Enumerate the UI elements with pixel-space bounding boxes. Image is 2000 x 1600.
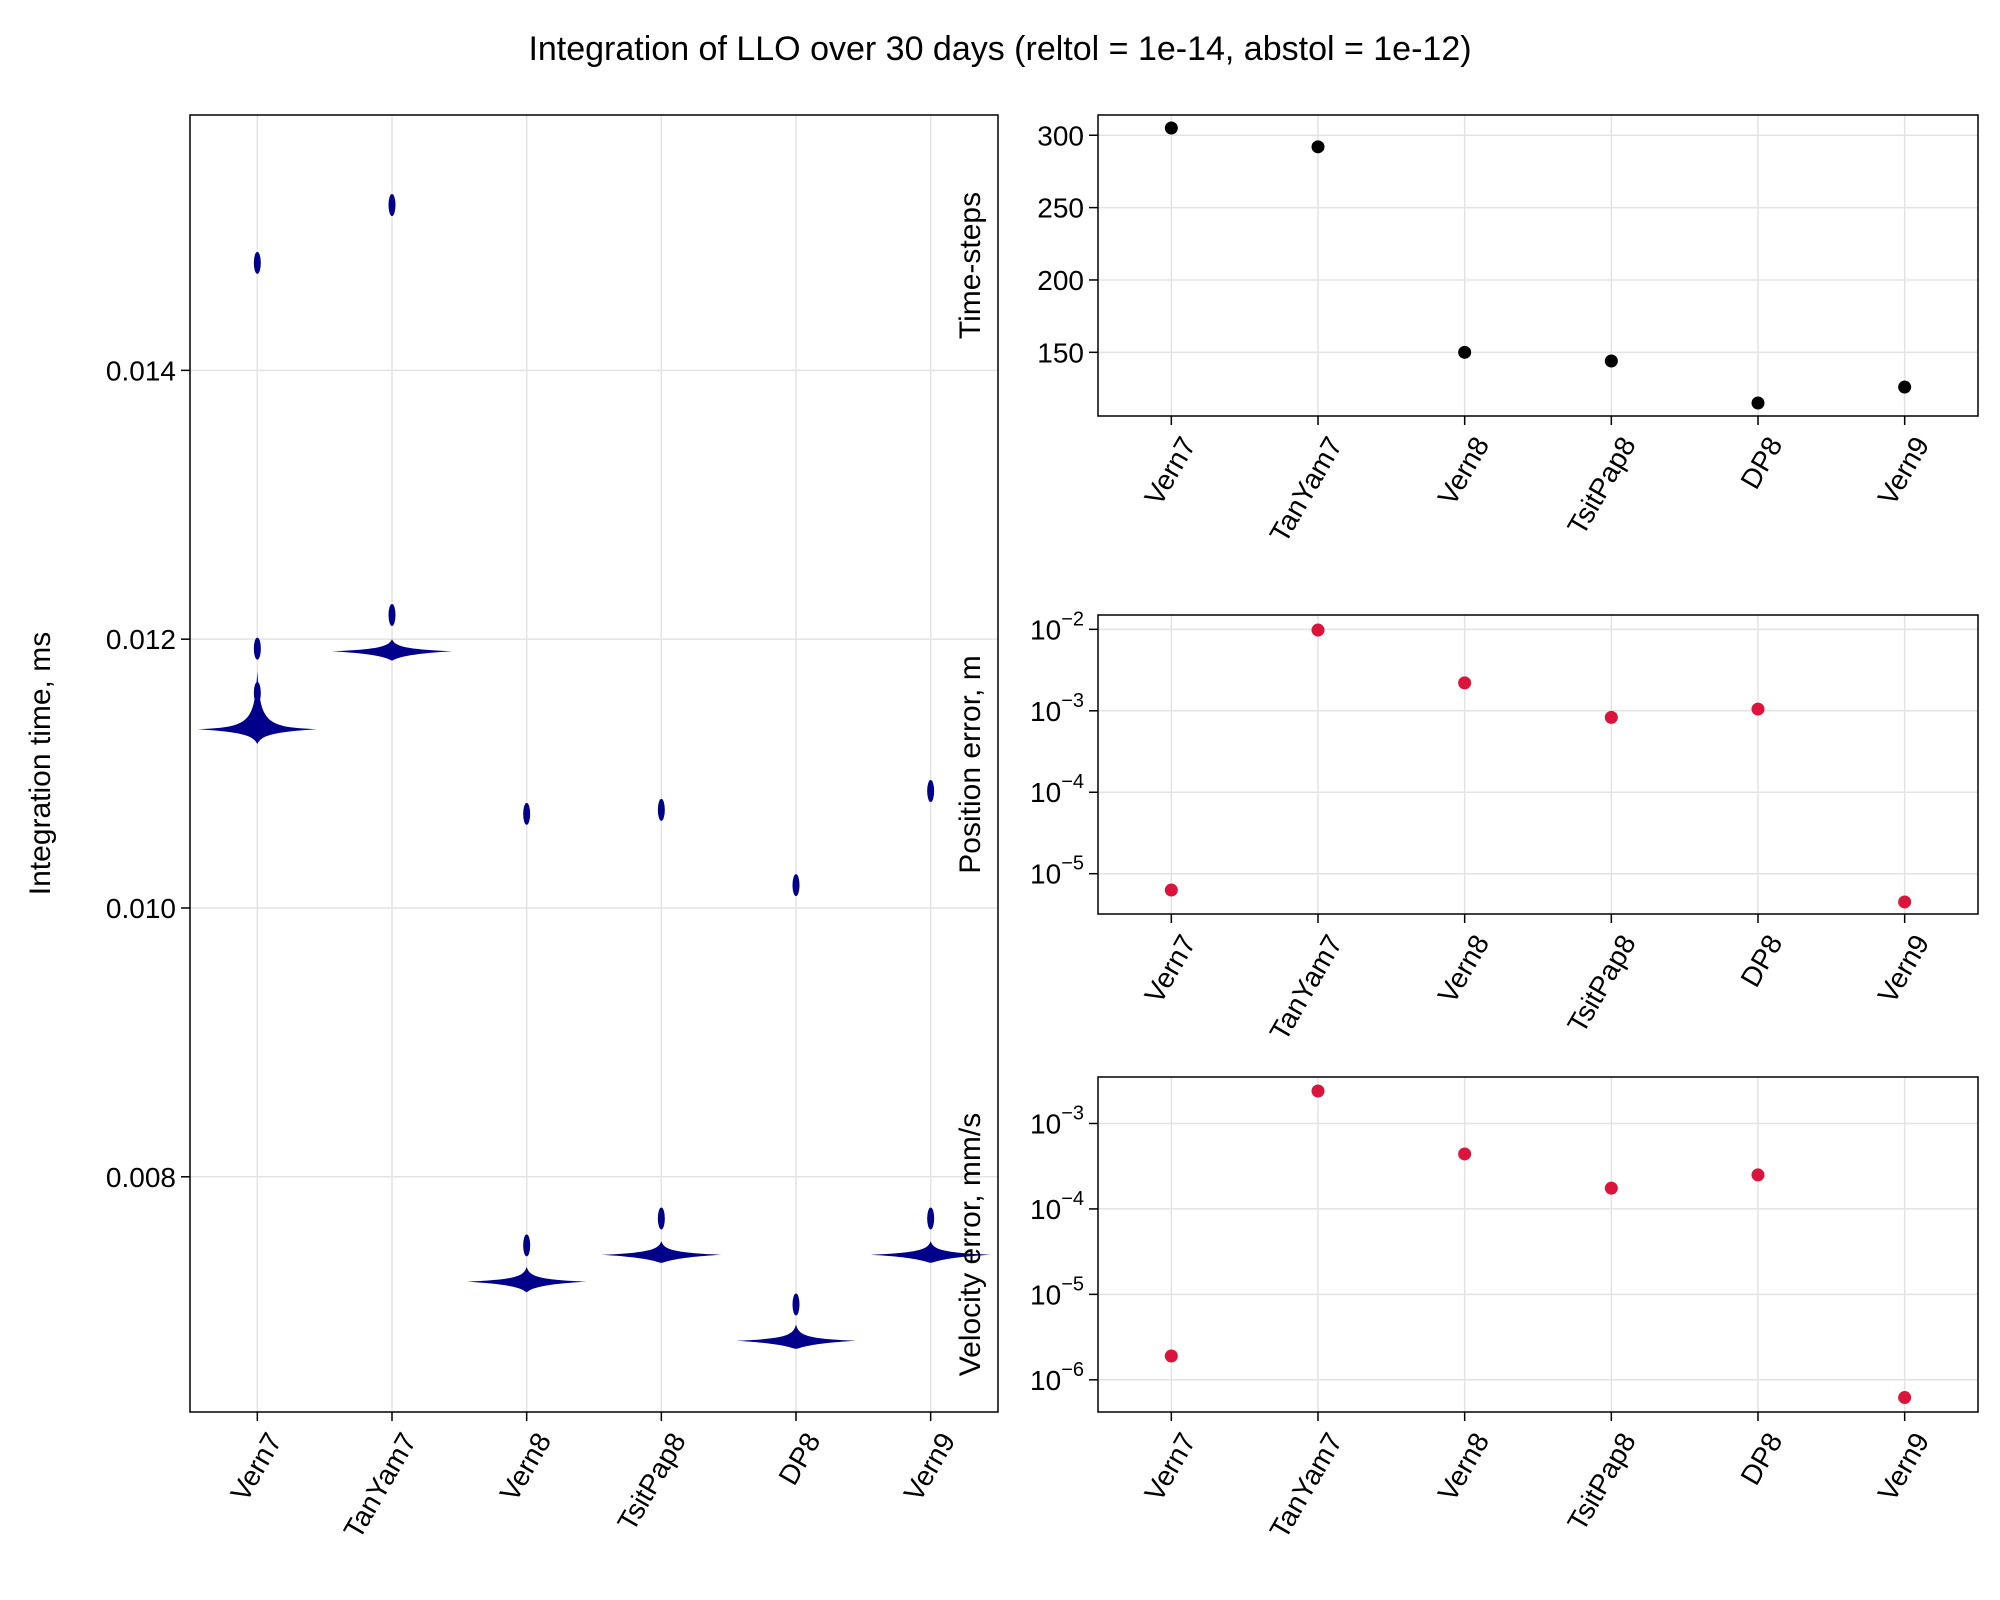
- position-error-ylabel: Position error, m: [954, 655, 987, 873]
- x-tick-label-vern7: Vern7: [1138, 930, 1201, 1009]
- position-error-point-tsitpap8: [1604, 710, 1618, 724]
- y-tick-label: 150: [1037, 337, 1084, 368]
- x-tick-label-vern7: Vern7: [1138, 1428, 1201, 1507]
- x-tick-label-tanyam7: TanYam7: [1264, 1428, 1349, 1544]
- time-steps-point-tsitpap8: [1604, 354, 1618, 368]
- velocity-error-ylabel: Velocity error, mm/s: [954, 1113, 987, 1376]
- velocity-error-point-vern7: [1164, 1349, 1178, 1363]
- x-tick-label-vern9: Vern9: [1872, 432, 1935, 511]
- time-steps-axes-frame: [1097, 114, 1979, 417]
- x-tick-label-vern8: Vern8: [1432, 930, 1495, 1009]
- violin-outlier-vern7: [253, 681, 261, 704]
- violin-outlier-vern9: [927, 1207, 935, 1230]
- y-tick-label: 10−4: [1030, 1188, 1084, 1225]
- y-tick-label: 300: [1037, 120, 1084, 151]
- y-tick-label: 0.012: [106, 624, 176, 655]
- y-tick-label: 0.010: [106, 893, 176, 924]
- position-error-axes-frame: [1097, 614, 1979, 915]
- velocity-error-point-vern8: [1458, 1147, 1472, 1161]
- violin-outlier-dp8: [792, 1293, 800, 1316]
- velocity-error-point-dp8: [1751, 1168, 1765, 1182]
- velocity-error-point-tsitpap8: [1604, 1181, 1618, 1195]
- y-tick-label: 10−5: [1030, 1273, 1084, 1310]
- position-error-point-tanyam7: [1311, 623, 1325, 637]
- x-tick-label-vern9: Vern9: [1872, 1428, 1935, 1507]
- time-steps-point-dp8: [1751, 396, 1765, 410]
- integration-time-axes-frame: [189, 114, 999, 1413]
- x-tick-label-tsitpap8: TsitPap8: [1561, 1428, 1642, 1537]
- position-error-panel: Vern7 TanYam7 Vern8 TsitPap8 DP8 Vern9 10−5 10−…: [954, 608, 1979, 1046]
- position-error-point-dp8: [1751, 702, 1765, 716]
- y-tick-label: 0.014: [106, 355, 176, 386]
- x-tick-label-tanyam7: TanYam7: [338, 1428, 423, 1544]
- time-steps-ylabel: Time-steps: [954, 192, 987, 339]
- x-tick-label-tanyam7: TanYam7: [1264, 432, 1349, 548]
- time-steps-point-tanyam7: [1311, 140, 1325, 154]
- violin-body-dp8: [736, 1324, 856, 1349]
- y-tick-label: 0.008: [106, 1162, 176, 1193]
- position-error-point-vern9: [1898, 895, 1912, 909]
- violin-body-tanyam7: [332, 639, 452, 661]
- velocity-error-point-vern9: [1898, 1391, 1912, 1405]
- violin-outlier-tanyam7: [388, 603, 396, 626]
- violin-outlier-tanyam7: [388, 194, 396, 217]
- y-tick-label: 10−3: [1030, 690, 1084, 727]
- x-tick-label-vern8: Vern8: [1432, 1428, 1495, 1507]
- x-tick-label-dp8: DP8: [1734, 1428, 1788, 1491]
- position-error-point-vern7: [1164, 883, 1178, 897]
- y-tick-label: 10−6: [1030, 1359, 1084, 1396]
- time-steps-point-vern9: [1898, 380, 1912, 394]
- violin-body-vern9: [870, 1241, 991, 1263]
- x-tick-label-dp8: DP8: [772, 1428, 826, 1491]
- velocity-error-axes-frame: [1097, 1076, 1979, 1413]
- violin-outlier-dp8: [792, 874, 800, 897]
- violin-body-tsitpap8: [601, 1241, 722, 1263]
- position-error-point-vern8: [1458, 676, 1472, 690]
- violin-outlier-tsitpap8: [657, 798, 665, 821]
- y-tick-label: 10−2: [1030, 608, 1084, 645]
- x-tick-label-tsitpap8: TsitPap8: [611, 1428, 692, 1537]
- y-tick-label: 10−4: [1030, 771, 1084, 808]
- x-tick-label-vern9: Vern9: [1872, 930, 1935, 1009]
- x-tick-label-vern7: Vern7: [1138, 432, 1201, 511]
- integration-time-ylabel: Integration time, ms: [24, 632, 57, 895]
- violin-outlier-vern8: [523, 1234, 531, 1257]
- violin-outlier-vern9: [927, 780, 935, 803]
- velocity-error-point-tanyam7: [1311, 1084, 1325, 1098]
- violin-outlier-vern7: [253, 251, 261, 274]
- figure-title: Integration of LLO over 30 days (reltol …: [528, 30, 1472, 68]
- time-steps-point-vern8: [1458, 345, 1472, 359]
- violin-outlier-vern8: [523, 802, 531, 825]
- integration-time-panel: Vern7 TanYam7 Vern8 TsitPap8 DP8 Vern9 0.008 0.…: [24, 114, 999, 1544]
- x-tick-label-dp8: DP8: [1734, 432, 1788, 495]
- x-tick-label-tsitpap8: TsitPap8: [1561, 432, 1642, 541]
- time-steps-panel: Vern7 TanYam7 Vern8 TsitPap8 DP8 Vern9 150 200 2…: [954, 114, 1979, 548]
- x-tick-label-vern8: Vern8: [1432, 432, 1495, 511]
- velocity-error-panel: Vern7 TanYam7 Vern8 TsitPap8 DP8 Vern9 10−6 10−…: [954, 1076, 1979, 1544]
- x-tick-label-tanyam7: TanYam7: [1264, 930, 1349, 1046]
- y-tick-label: 10−5: [1030, 853, 1084, 890]
- y-tick-label: 200: [1037, 265, 1084, 296]
- x-tick-label-vern7: Vern7: [224, 1428, 287, 1507]
- x-tick-label-tsitpap8: TsitPap8: [1561, 930, 1642, 1039]
- violin-outlier-tsitpap8: [657, 1207, 665, 1230]
- violin-outlier-vern7: [253, 637, 261, 660]
- y-tick-label: 250: [1037, 193, 1084, 224]
- violin-body-vern7: [197, 671, 318, 745]
- time-steps-point-vern7: [1164, 121, 1178, 135]
- x-tick-label-vern8: Vern8: [494, 1428, 557, 1507]
- x-tick-label-dp8: DP8: [1734, 930, 1788, 993]
- x-tick-label-vern9: Vern9: [898, 1428, 961, 1507]
- violin-body-vern8: [466, 1266, 587, 1293]
- y-tick-label: 10−3: [1030, 1102, 1084, 1139]
